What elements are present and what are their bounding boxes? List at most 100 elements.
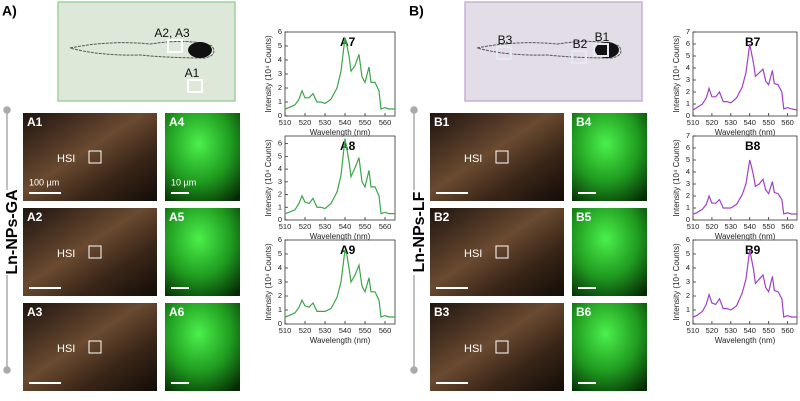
y-axis-label: Intensity (10⁴ Counts): [672, 139, 681, 217]
fish-head: [188, 42, 212, 58]
y-tick-label: 2: [686, 191, 690, 200]
hsi-box: [495, 150, 509, 164]
y-tick-label: 1: [686, 305, 690, 314]
x-tick-label: 530: [319, 222, 332, 231]
y-tick-label: 7: [686, 27, 690, 36]
tissue-image: [23, 208, 157, 296]
x-tick-label: 510: [687, 222, 700, 231]
x-tick-label: 520: [706, 326, 719, 335]
tile-label: A1: [27, 115, 43, 129]
spectrum-line: [692, 159, 797, 215]
roi-box: [496, 46, 512, 60]
y-tick-label: 3: [686, 75, 690, 84]
y-tick-label: 0: [278, 111, 282, 120]
x-tick-label: 540: [339, 326, 352, 335]
x-tick-label: 540: [339, 118, 352, 127]
spectrum-line: [284, 37, 395, 110]
x-tick-label: 530: [319, 118, 332, 127]
y-tick-label: 4: [278, 55, 282, 64]
y-tick-label: 3: [278, 277, 282, 286]
overview-label: B1: [595, 30, 610, 44]
y-tick-label: 6: [686, 39, 690, 48]
x-tick-label: 520: [299, 326, 312, 335]
y-tick-label: 1: [278, 202, 282, 211]
x-tick-label: 510: [687, 118, 700, 127]
fluorescence-image: [165, 208, 240, 296]
x-tick-label: 530: [725, 326, 738, 335]
y-tick-label: 7: [686, 131, 690, 140]
fluorescence-image: [165, 113, 240, 201]
x-tick-label: 550: [359, 118, 372, 127]
y-tick-label: 4: [686, 63, 690, 72]
roi-box: [167, 39, 183, 53]
roi-box: [593, 43, 609, 57]
panel-label: A): [2, 3, 17, 19]
fluorescence-image: [572, 113, 647, 201]
chart-title: B8: [745, 139, 761, 153]
x-tick-label: 550: [762, 118, 775, 127]
y-tick-label: 4: [686, 263, 690, 272]
x-tick-label: 510: [279, 326, 292, 335]
x-tick-label: 540: [743, 118, 756, 127]
fluorescence-image: [572, 303, 647, 391]
tissue-image: [23, 303, 157, 391]
scale-label: 100 µm: [29, 177, 59, 187]
y-tick-label: 2: [686, 291, 690, 300]
y-tick-label: 5: [278, 151, 282, 160]
x-tick-label: 530: [725, 222, 738, 231]
x-tick-label: 530: [319, 326, 332, 335]
x-tick-label: 550: [762, 326, 775, 335]
tile-label: B3: [434, 305, 450, 319]
y-tick-label: 0: [686, 215, 690, 224]
scale-label: 10 µm: [171, 177, 196, 187]
y-tick-label: 0: [686, 319, 690, 328]
x-tick-label: 560: [781, 326, 794, 335]
hsi-box: [88, 245, 102, 259]
y-tick-label: 6: [278, 27, 282, 36]
overview-label: B2: [573, 37, 588, 51]
tissue-image: [430, 208, 564, 296]
x-axis-label: Wavelength (nm): [715, 128, 776, 137]
hsi-label: HSI: [57, 153, 75, 165]
hsi-label: HSI: [464, 248, 482, 260]
y-tick-label: 5: [686, 249, 690, 258]
y-tick-label: 3: [686, 277, 690, 286]
left-bracket: [3, 106, 418, 374]
tissue-image: [430, 113, 564, 201]
chart-title: A7: [340, 35, 356, 49]
x-tick-label: 540: [743, 222, 756, 231]
tile-label: A4: [169, 115, 185, 129]
hsi-box: [495, 245, 509, 259]
fluorescence-image: [572, 208, 647, 296]
x-axis-label: Wavelength (nm): [715, 336, 776, 345]
y-tick-label: 1: [278, 97, 282, 106]
y-axis-label: Intensity (10⁴ Counts): [672, 243, 681, 321]
fluorescence-image: [165, 303, 240, 391]
y-tick-label: 6: [686, 235, 690, 244]
y-tick-label: 0: [686, 111, 690, 120]
hsi-box: [88, 150, 102, 164]
tissue-image: [23, 113, 157, 201]
x-tick-label: 560: [379, 326, 392, 335]
y-tick-label: 4: [686, 167, 690, 176]
y-tick-label: 6: [278, 235, 282, 244]
tile-label: B1: [434, 115, 450, 129]
hsi-label: HSI: [464, 153, 482, 165]
roi-box: [571, 50, 587, 64]
hsi-box: [495, 340, 509, 354]
tile-label: A2: [27, 210, 43, 224]
spectrum-line: [692, 249, 797, 318]
plot-frame: [284, 135, 396, 221]
group-label: Ln-NPs-GA: [4, 189, 21, 275]
y-tick-label: 6: [686, 143, 690, 152]
x-tick-label: 550: [359, 222, 372, 231]
y-tick-label: 0: [278, 215, 282, 224]
tile-label: A6: [169, 305, 185, 319]
plot-frame: [692, 135, 798, 221]
x-axis-label: Wavelength (nm): [310, 128, 371, 137]
x-tick-label: 540: [339, 222, 352, 231]
y-tick-label: 1: [686, 203, 690, 212]
y-tick-label: 2: [278, 190, 282, 199]
x-axis-label: Wavelength (nm): [715, 232, 776, 241]
